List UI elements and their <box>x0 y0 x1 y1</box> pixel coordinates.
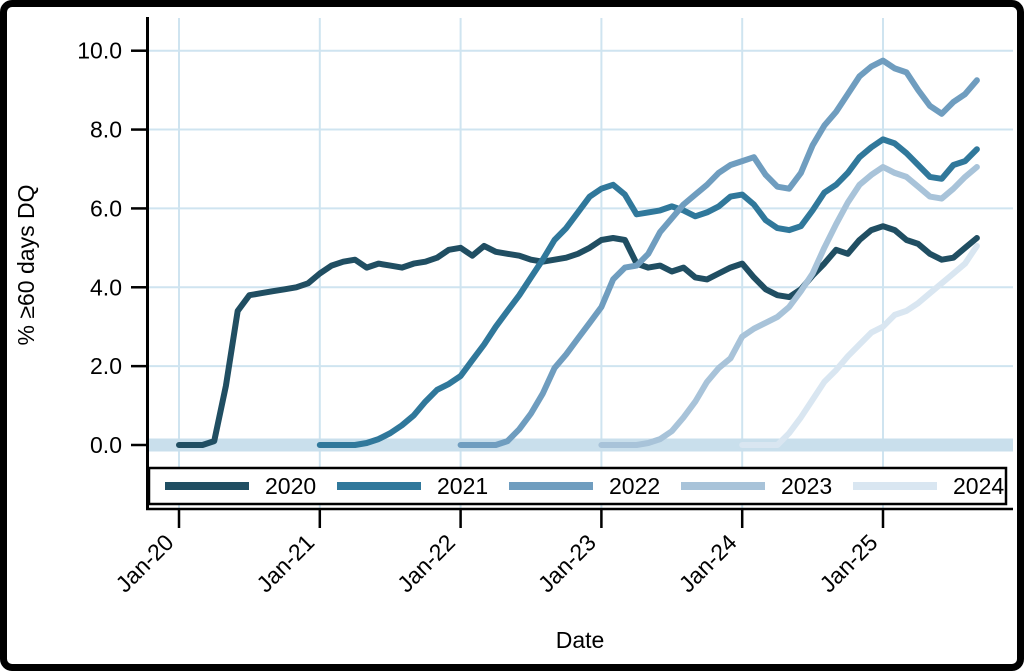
tick-labels: 0.0 2.0 4.0 6.0 8.0 10.0 Jan-20 Jan-21 Jan-22 Jan… <box>77 38 882 598</box>
x-tick-label: Jan-20 <box>110 529 178 597</box>
x-tick-label: Jan-22 <box>392 529 460 597</box>
legend: 2020 2021 2022 2023 2024 <box>147 466 1008 506</box>
x-tick-label: Jan-23 <box>533 529 601 597</box>
y-tick-label: 10.0 <box>77 38 122 64</box>
legend-label-2021: 2021 <box>437 473 488 499</box>
x-tick-label: Jan-24 <box>674 529 742 597</box>
x-tick-label: Jan-25 <box>814 529 882 597</box>
y-tick-label: 0.0 <box>90 432 122 458</box>
x-axis-title: Date <box>556 627 605 653</box>
series-line-2024 <box>739 242 980 448</box>
x-tick-label: Jan-21 <box>251 529 319 597</box>
legend-label-2024: 2024 <box>953 473 1004 499</box>
zero-reference-band <box>149 438 1013 452</box>
y-tick-label: 8.0 <box>90 117 122 143</box>
gridlines <box>149 18 1013 508</box>
series-line-2022 <box>457 57 980 448</box>
data-series <box>176 57 980 448</box>
legend-label-2020: 2020 <box>265 473 316 499</box>
series-line-2020 <box>176 223 980 448</box>
series-line-2023 <box>598 164 980 448</box>
legend-label-2022: 2022 <box>609 473 660 499</box>
y-axis-title: % ≥60 days DQ <box>13 185 39 346</box>
legend-label-2023: 2023 <box>781 473 832 499</box>
series-line-2021 <box>316 136 980 448</box>
y-tick-label: 2.0 <box>90 353 122 379</box>
y-tick-label: 6.0 <box>90 195 122 221</box>
y-tick-label: 4.0 <box>90 274 122 300</box>
axes <box>131 17 1013 528</box>
